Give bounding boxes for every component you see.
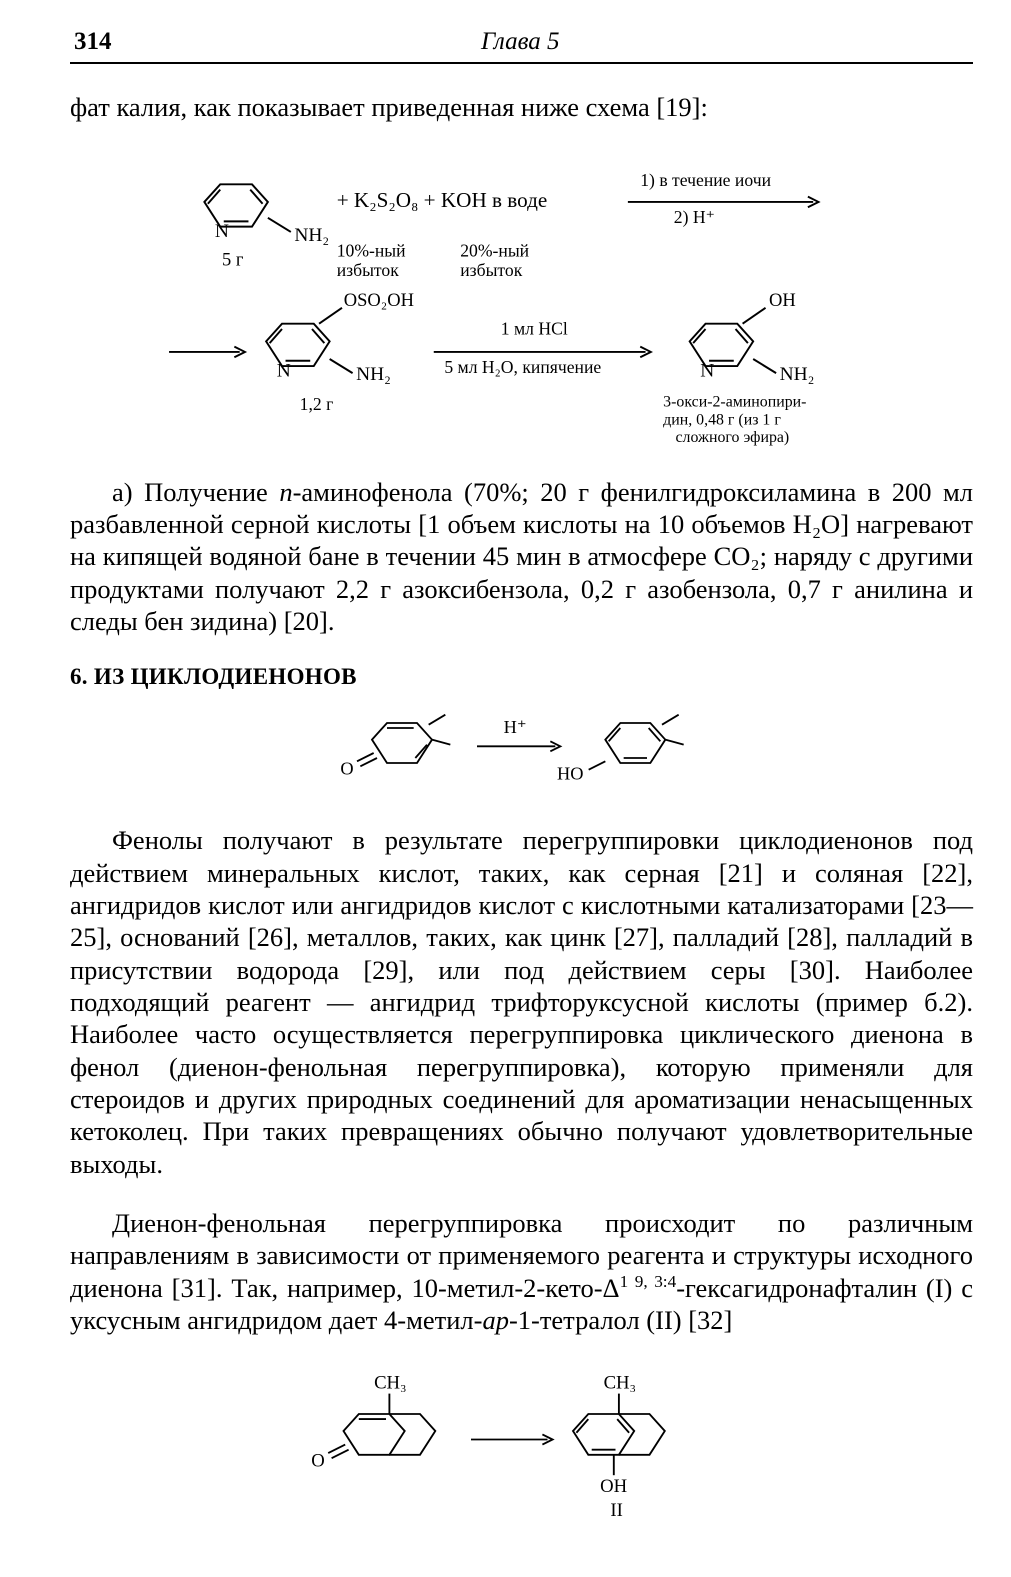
- svg-text:2) H⁺: 2) H⁺: [673, 207, 714, 227]
- svg-text:20%-ный избыток: 20%-ный избыток: [460, 241, 533, 280]
- paragraph-c: Диенон-фенольная перегруппировка происхо…: [70, 1207, 973, 1337]
- svg-text:OH: OH: [769, 290, 796, 311]
- para-a-em: п: [279, 477, 292, 507]
- svg-text:H⁺: H⁺: [503, 717, 526, 737]
- paragraph-1: фат калия, как показывает приведенная ни…: [70, 91, 973, 123]
- header-rule: [70, 62, 973, 64]
- para-a-lead: а) Получение: [112, 477, 279, 507]
- svg-text:HO: HO: [557, 764, 583, 784]
- svg-text:N: N: [214, 222, 228, 243]
- para-c-sup: 1 9, 3:4: [620, 1272, 677, 1291]
- chapter-title: Глава 5: [481, 28, 560, 56]
- page: 314 Глава 5 фат калия, как показывает пр…: [0, 0, 1011, 1577]
- para-c-em: ар: [482, 1305, 509, 1335]
- svg-text:OH: OH: [600, 1476, 627, 1497]
- svg-text:10%-ный избыток: 10%-ный избыток: [336, 241, 409, 280]
- scheme-2: O H⁺ HO: [70, 698, 973, 798]
- svg-text:NH₂: NH₂: [356, 365, 391, 386]
- svg-text:5 мл H₂O, кипячение: 5 мл H₂O, кипячение: [444, 357, 601, 377]
- svg-text:1 мл HCl: 1 мл HCl: [500, 319, 567, 339]
- svg-text:+ K₂S₂O₈ + KOH в воде: + K₂S₂O₈ + KOH в воде: [336, 189, 547, 213]
- svg-text:CH₃: CH₃: [374, 1373, 406, 1394]
- svg-text:N: N: [700, 361, 714, 382]
- svg-text:1,2 г: 1,2 г: [299, 395, 333, 415]
- scheme-1-svg: N NH₂ 5 г + K₂S₂O₈ + KOH в воде 1) в теч…: [132, 149, 912, 449]
- running-head: 314 Глава 5: [70, 28, 973, 60]
- svg-text:O: O: [311, 1451, 325, 1472]
- svg-text:1) в течение иочи: 1) в течение иочи: [640, 170, 771, 190]
- para-c-3: -1-тетралол (II) [32]: [509, 1305, 732, 1335]
- page-number: 314: [74, 28, 112, 56]
- svg-text:NH₂: NH₂: [779, 365, 814, 386]
- svg-text:N: N: [276, 361, 290, 382]
- svg-text:O: O: [340, 759, 353, 779]
- svg-text:OSO₂OH: OSO₂OH: [343, 290, 413, 311]
- scheme-3: CH₃ O CH₃: [70, 1363, 973, 1533]
- scheme-3-svg: CH₃ O CH₃: [282, 1363, 762, 1533]
- svg-text:3-окси-2-аминопири-: 3-окси-2-аминопири- дин, 0,48 г (из 1 г …: [663, 394, 810, 446]
- svg-text:II: II: [610, 1500, 622, 1521]
- paragraph-a: а) Получение п-аминофенола (70%; 20 г фе…: [70, 476, 973, 638]
- section-6-title: 6. ИЗ ЦИКЛОДИЕНОНОВ: [70, 664, 973, 690]
- paragraph-b: Фенолы получают в результате перегруппир…: [70, 824, 973, 1180]
- scheme-2-svg: O H⁺ HO: [292, 698, 752, 798]
- svg-text:NH₂: NH₂: [294, 225, 329, 246]
- svg-text:CH₃: CH₃: [603, 1373, 635, 1394]
- svg-text:5 г: 5 г: [222, 250, 244, 271]
- scheme-1: N NH₂ 5 г + K₂S₂O₈ + KOH в воде 1) в теч…: [70, 149, 973, 449]
